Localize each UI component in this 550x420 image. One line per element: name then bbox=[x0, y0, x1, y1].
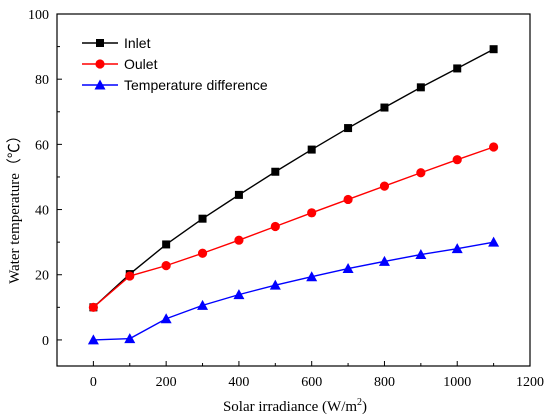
data-point bbox=[453, 64, 462, 73]
data-point bbox=[160, 313, 172, 324]
x-tick-label: 600 bbox=[301, 375, 322, 390]
data-point bbox=[415, 249, 427, 260]
data-point bbox=[125, 271, 135, 281]
data-point bbox=[344, 124, 353, 133]
data-point bbox=[380, 103, 389, 112]
data-point bbox=[379, 181, 390, 191]
y-tick-label: 0 bbox=[42, 334, 49, 349]
legend-label: Temperature difference bbox=[124, 77, 268, 93]
data-point bbox=[198, 214, 207, 223]
legend-marker bbox=[96, 39, 104, 47]
data-point bbox=[488, 236, 500, 247]
x-tick-label: 400 bbox=[228, 375, 249, 390]
data-point bbox=[233, 289, 245, 300]
x-axis-title-superscript: 2 bbox=[357, 397, 362, 408]
data-point bbox=[307, 145, 316, 154]
plot-frame bbox=[56, 13, 531, 367]
legend-item: Inlet bbox=[82, 35, 151, 51]
series-line bbox=[92, 48, 494, 308]
data-point bbox=[234, 235, 244, 245]
data-point bbox=[342, 263, 354, 274]
data-point bbox=[489, 45, 498, 54]
x-tick-label: 200 bbox=[156, 375, 177, 390]
data-point bbox=[197, 299, 209, 310]
series-temperature-difference bbox=[87, 236, 500, 345]
data-point bbox=[270, 221, 280, 232]
data-point bbox=[452, 155, 462, 165]
x-axis-title-main: Solar irradiance (W/m bbox=[223, 399, 357, 415]
axes: 0 200 400 600 800 1000 1200 0 20 40 60 80 100 bbox=[28, 8, 544, 390]
data-point bbox=[234, 190, 243, 199]
data-point bbox=[271, 167, 280, 176]
x-axis-title: Solar irradiance (W/m2) bbox=[223, 397, 367, 415]
data-point bbox=[124, 333, 136, 344]
legend: Inlet Oulet Temperature difference bbox=[82, 35, 268, 93]
x-tick-label: 1200 bbox=[516, 375, 544, 390]
x-tick-label: 0 bbox=[90, 375, 97, 390]
y-tick-label: 100 bbox=[28, 8, 49, 23]
data-point bbox=[343, 194, 353, 205]
y-axis-title: Water temperature（℃） bbox=[6, 128, 23, 284]
data-point bbox=[88, 302, 98, 312]
data-point bbox=[197, 248, 208, 258]
legend-marker bbox=[95, 59, 105, 69]
data-point bbox=[87, 334, 99, 345]
series-line bbox=[92, 146, 494, 308]
data-point bbox=[161, 261, 171, 271]
data-point bbox=[416, 168, 426, 178]
legend-marker bbox=[94, 79, 106, 90]
data-point bbox=[307, 208, 317, 218]
x-axis-title-suffix: ) bbox=[362, 399, 367, 415]
data-point bbox=[416, 83, 425, 92]
legend-label: Oulet bbox=[124, 56, 158, 72]
x-tick-label: 1000 bbox=[443, 375, 471, 390]
series-line bbox=[93, 241, 494, 341]
data-point bbox=[451, 243, 463, 254]
y-tick-label: 60 bbox=[35, 138, 49, 153]
series-oulet bbox=[88, 142, 499, 312]
y-tick-label: 40 bbox=[35, 204, 49, 219]
data-point bbox=[162, 240, 171, 249]
y-tick-label: 20 bbox=[35, 269, 49, 284]
data-point bbox=[378, 255, 390, 266]
x-tick-label: 800 bbox=[374, 375, 395, 390]
legend-label: Inlet bbox=[124, 35, 151, 51]
legend-item: Oulet bbox=[82, 56, 158, 72]
data-point bbox=[306, 271, 318, 282]
series-layer bbox=[87, 45, 500, 345]
data-point bbox=[489, 142, 499, 152]
data-point bbox=[269, 279, 281, 290]
legend-item: Temperature difference bbox=[82, 77, 268, 93]
y-tick-label: 80 bbox=[35, 73, 49, 88]
